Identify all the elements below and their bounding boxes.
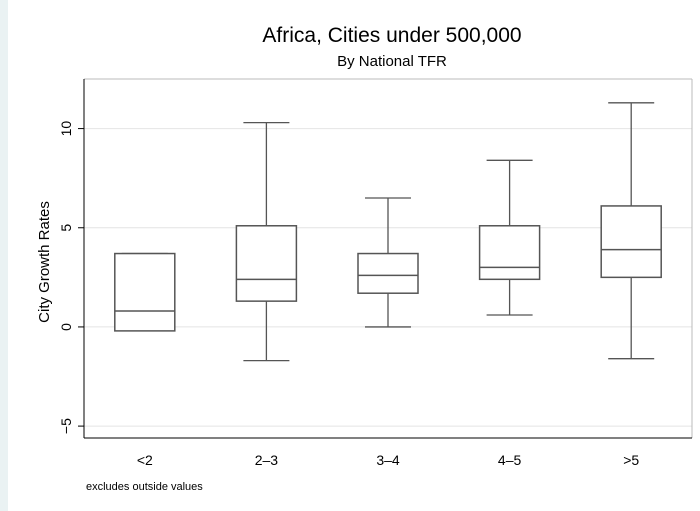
box [478, 225, 541, 281]
box [235, 225, 298, 302]
box [114, 252, 176, 332]
y-tick-label: 5 [58, 224, 74, 232]
chart-title: Africa, Cities under 500,000 [262, 24, 521, 47]
x-tick-label: 4–5 [498, 452, 522, 468]
box-plot-chart: Africa, Cities under 500,000 By National… [36, 24, 693, 493]
box [600, 205, 662, 279]
y-tick-label: 10 [58, 121, 74, 137]
x-tick-label: 3–4 [376, 452, 400, 468]
x-tick-label: >5 [623, 452, 639, 468]
chart-note: excludes outside values [86, 481, 203, 493]
box [357, 252, 419, 294]
x-tick-label: 2–3 [255, 452, 279, 468]
chart-subtitle: By National TFR [337, 53, 447, 70]
y-axis-label: City Growth Rates [36, 201, 53, 323]
x-tick-label: <2 [137, 452, 153, 468]
chart-panel: Africa, Cities under 500,000 By National… [8, 0, 700, 511]
plot-area: −5 0 5 10 <2 2–3 3–4 4–5 >5 [58, 78, 693, 468]
y-tick-label: −5 [58, 418, 74, 434]
y-tick-label: 0 [58, 323, 74, 331]
